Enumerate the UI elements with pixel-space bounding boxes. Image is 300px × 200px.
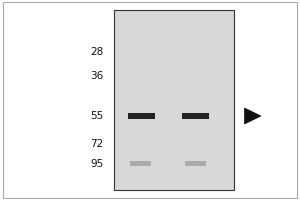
Bar	[114, 10, 234, 190]
Text: 55: 55	[90, 111, 104, 121]
Text: 36: 36	[90, 71, 104, 81]
Text: 95: 95	[90, 159, 104, 169]
Polygon shape	[244, 108, 261, 124]
Text: 72: 72	[90, 139, 104, 149]
Bar	[184, 160, 206, 166]
Bar	[182, 113, 208, 119]
Bar	[130, 160, 152, 166]
Bar	[128, 113, 154, 119]
Text: 28: 28	[90, 47, 104, 57]
